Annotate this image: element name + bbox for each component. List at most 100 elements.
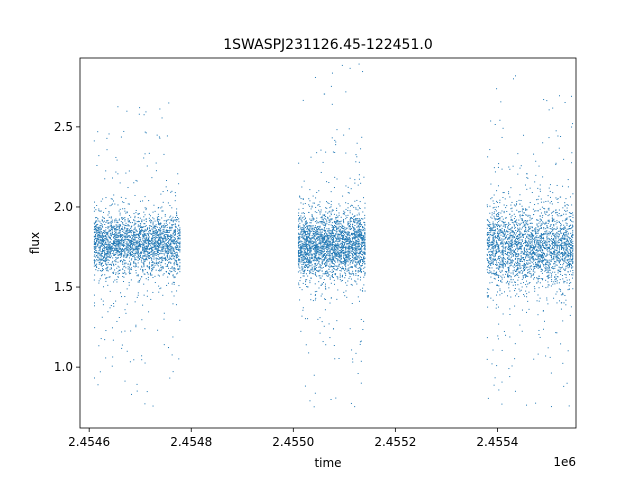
data-point <box>307 258 309 260</box>
data-point <box>153 242 155 244</box>
data-point <box>309 262 311 264</box>
data-point <box>134 226 136 228</box>
data-point <box>167 253 169 255</box>
data-point <box>109 222 111 224</box>
data-point <box>130 243 132 245</box>
data-point <box>105 263 107 265</box>
data-point <box>99 233 101 235</box>
data-point <box>134 253 136 255</box>
data-point <box>160 207 162 209</box>
data-point <box>179 234 181 236</box>
data-point <box>325 261 327 263</box>
data-point <box>170 248 172 250</box>
data-point <box>161 250 163 252</box>
data-point <box>363 239 365 241</box>
data-point <box>309 251 311 253</box>
data-point <box>155 229 157 231</box>
data-point <box>346 236 348 238</box>
data-point <box>103 240 105 242</box>
data-point <box>125 243 127 245</box>
data-point <box>359 260 361 262</box>
data-point <box>307 245 309 247</box>
data-point <box>119 230 121 232</box>
data-point <box>170 268 172 270</box>
data-point <box>298 264 300 266</box>
data-point <box>306 227 308 229</box>
data-point <box>157 231 159 233</box>
data-point <box>327 202 329 204</box>
data-point <box>302 307 304 309</box>
data-point <box>354 406 356 408</box>
data-point <box>145 250 147 252</box>
data-point <box>133 213 135 215</box>
data-point <box>317 239 319 241</box>
data-point <box>344 246 346 248</box>
data-point <box>130 279 132 281</box>
data-point <box>144 234 146 236</box>
data-point <box>110 264 112 266</box>
data-point <box>157 274 159 276</box>
data-point <box>109 307 111 309</box>
data-point <box>329 229 331 231</box>
data-point <box>357 248 359 250</box>
data-point <box>324 265 326 267</box>
data-point <box>162 210 164 212</box>
data-point <box>166 231 168 233</box>
data-point <box>319 237 321 239</box>
data-point <box>133 239 135 241</box>
data-point <box>335 269 337 271</box>
data-point <box>165 234 167 236</box>
data-point <box>337 251 339 253</box>
data-point <box>309 228 311 230</box>
data-point <box>318 287 320 289</box>
data-point <box>301 212 303 214</box>
data-point <box>305 223 307 225</box>
data-point <box>331 246 333 248</box>
data-point <box>134 238 136 240</box>
data-point <box>333 256 335 258</box>
data-point <box>128 229 130 231</box>
data-point <box>322 254 324 256</box>
data-point <box>358 231 360 233</box>
data-point <box>95 242 97 244</box>
data-point <box>151 274 153 276</box>
data-point <box>360 250 362 252</box>
data-point <box>299 270 301 272</box>
data-point <box>349 266 351 268</box>
data-point <box>347 253 349 255</box>
data-point <box>304 217 306 219</box>
data-point <box>330 206 332 208</box>
data-point <box>103 235 105 237</box>
data-point <box>102 269 104 271</box>
data-point <box>319 206 321 208</box>
data-point <box>304 230 306 232</box>
data-point <box>154 239 156 241</box>
data-point <box>110 217 112 219</box>
data-point <box>113 237 115 239</box>
data-point <box>333 226 335 228</box>
data-point <box>172 303 174 305</box>
data-point <box>173 295 175 297</box>
data-point <box>136 247 138 249</box>
data-point <box>136 248 138 250</box>
data-point <box>300 241 302 243</box>
data-point <box>110 216 112 218</box>
data-point <box>130 272 132 274</box>
data-point <box>300 202 302 204</box>
data-point <box>158 238 160 240</box>
data-point <box>124 210 126 212</box>
data-point <box>357 221 359 223</box>
data-point <box>165 221 167 223</box>
data-point <box>146 165 148 167</box>
data-point <box>311 225 313 227</box>
data-point <box>151 265 153 267</box>
data-point <box>356 259 358 261</box>
data-point <box>145 255 147 257</box>
data-point <box>357 228 359 230</box>
data-point <box>304 242 306 244</box>
data-point <box>163 228 165 230</box>
data-point <box>139 245 141 247</box>
data-point <box>94 305 95 307</box>
data-point <box>349 260 351 262</box>
data-point <box>332 265 334 267</box>
